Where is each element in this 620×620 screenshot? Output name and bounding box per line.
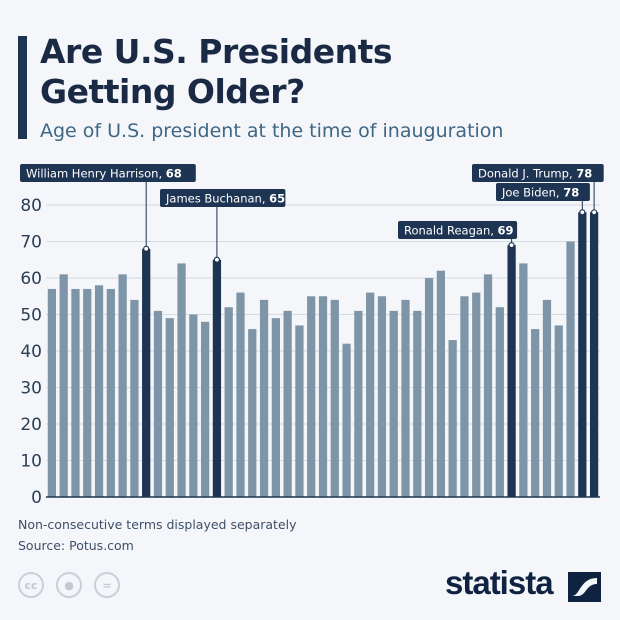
annotation-marker [579, 209, 586, 216]
bar [177, 263, 186, 497]
bar [542, 299, 552, 497]
bar [377, 296, 387, 497]
bar [436, 270, 445, 497]
bar [118, 274, 127, 497]
bar [460, 296, 469, 497]
bar [578, 212, 587, 498]
annotation-name: Donald J. Trump [478, 167, 569, 181]
title-accent-bar [18, 36, 27, 139]
page-title: Are U.S. Presidents Getting Older? [40, 32, 393, 111]
bar [236, 292, 245, 497]
y-tick-label: 40 [20, 342, 42, 362]
bar [165, 318, 174, 497]
cc-license-icon[interactable]: cc [18, 572, 44, 598]
bar [366, 292, 375, 497]
bar [307, 296, 316, 497]
bar [448, 340, 457, 497]
bar [531, 329, 540, 497]
y-tick-label: 70 [20, 233, 42, 253]
annotation-marker [213, 256, 221, 263]
bar [566, 241, 575, 497]
annotation-value: 65 [269, 192, 285, 206]
bar [271, 318, 280, 497]
bar [413, 310, 422, 497]
bar [342, 343, 351, 497]
bar [47, 288, 57, 497]
bar [330, 299, 339, 497]
annotation-label: William Henry Harrison, 68 [26, 167, 182, 181]
annotation-box [472, 164, 604, 182]
annotation-value: 68 [166, 167, 182, 181]
y-tick-label: 30 [20, 379, 42, 399]
bar [495, 307, 504, 497]
bar [83, 288, 92, 497]
annotation-box [160, 189, 286, 207]
source: Source: Potus.com [18, 538, 134, 553]
bar [71, 288, 80, 497]
annotation-marker [143, 245, 150, 252]
bar [401, 299, 410, 497]
bar [389, 310, 398, 497]
bar [283, 310, 292, 497]
bar [472, 292, 481, 497]
y-tick-label: 50 [20, 306, 42, 326]
bar [142, 248, 151, 497]
annotation-label: Ronald Reagan, 69 [404, 224, 514, 238]
attribution-icon[interactable]: ● [56, 572, 82, 598]
bar [483, 274, 493, 497]
annotation-name: William Henry Harrison [26, 167, 158, 181]
bar [153, 310, 163, 497]
bar [554, 325, 563, 497]
annotation-box [398, 221, 518, 239]
bar [224, 307, 233, 497]
y-tick-label: 0 [31, 488, 42, 508]
annotation-label: Joe Biden, 78 [501, 186, 579, 200]
annotation-marker [508, 242, 515, 249]
annotation-box [20, 164, 196, 182]
bar [59, 274, 68, 497]
bar [201, 321, 210, 497]
bar [259, 299, 269, 497]
annotation-name: James Buchanan [165, 192, 262, 206]
bar [507, 245, 516, 497]
y-tick-label: 20 [20, 415, 42, 435]
bar [295, 325, 304, 497]
annotation-name: Ronald Reagan [404, 224, 490, 238]
statista-logo[interactable]: statista [445, 564, 554, 601]
annotation-value: 69 [498, 224, 514, 238]
y-tick-label: 80 [20, 196, 42, 216]
bar [354, 310, 363, 497]
footnote: Non-consecutive terms displayed separate… [18, 517, 297, 532]
annotation-name: Joe Biden [501, 186, 556, 200]
bar [212, 259, 222, 497]
y-tick-label: 10 [20, 452, 42, 472]
annotation-value: 78 [576, 167, 592, 181]
annotation-marker [591, 209, 598, 216]
annotation-box [496, 183, 590, 201]
annotation-label: Donald J. Trump, 78 [478, 167, 592, 181]
bar [519, 263, 528, 497]
subtitle: Age of U.S. president at the time of ina… [40, 120, 504, 142]
bar [318, 296, 328, 497]
bar [424, 278, 434, 497]
statista-logo-mark-icon [568, 572, 601, 602]
y-tick-label: 60 [20, 269, 42, 289]
annotation-label: James Buchanan, 65 [165, 192, 285, 206]
bar [589, 212, 599, 498]
no-derivatives-icon[interactable]: = [94, 572, 120, 598]
bar [248, 329, 257, 497]
bar [94, 285, 104, 497]
bar [106, 288, 115, 497]
bar [130, 299, 139, 497]
annotation-value: 78 [563, 186, 579, 200]
bar [189, 314, 198, 497]
